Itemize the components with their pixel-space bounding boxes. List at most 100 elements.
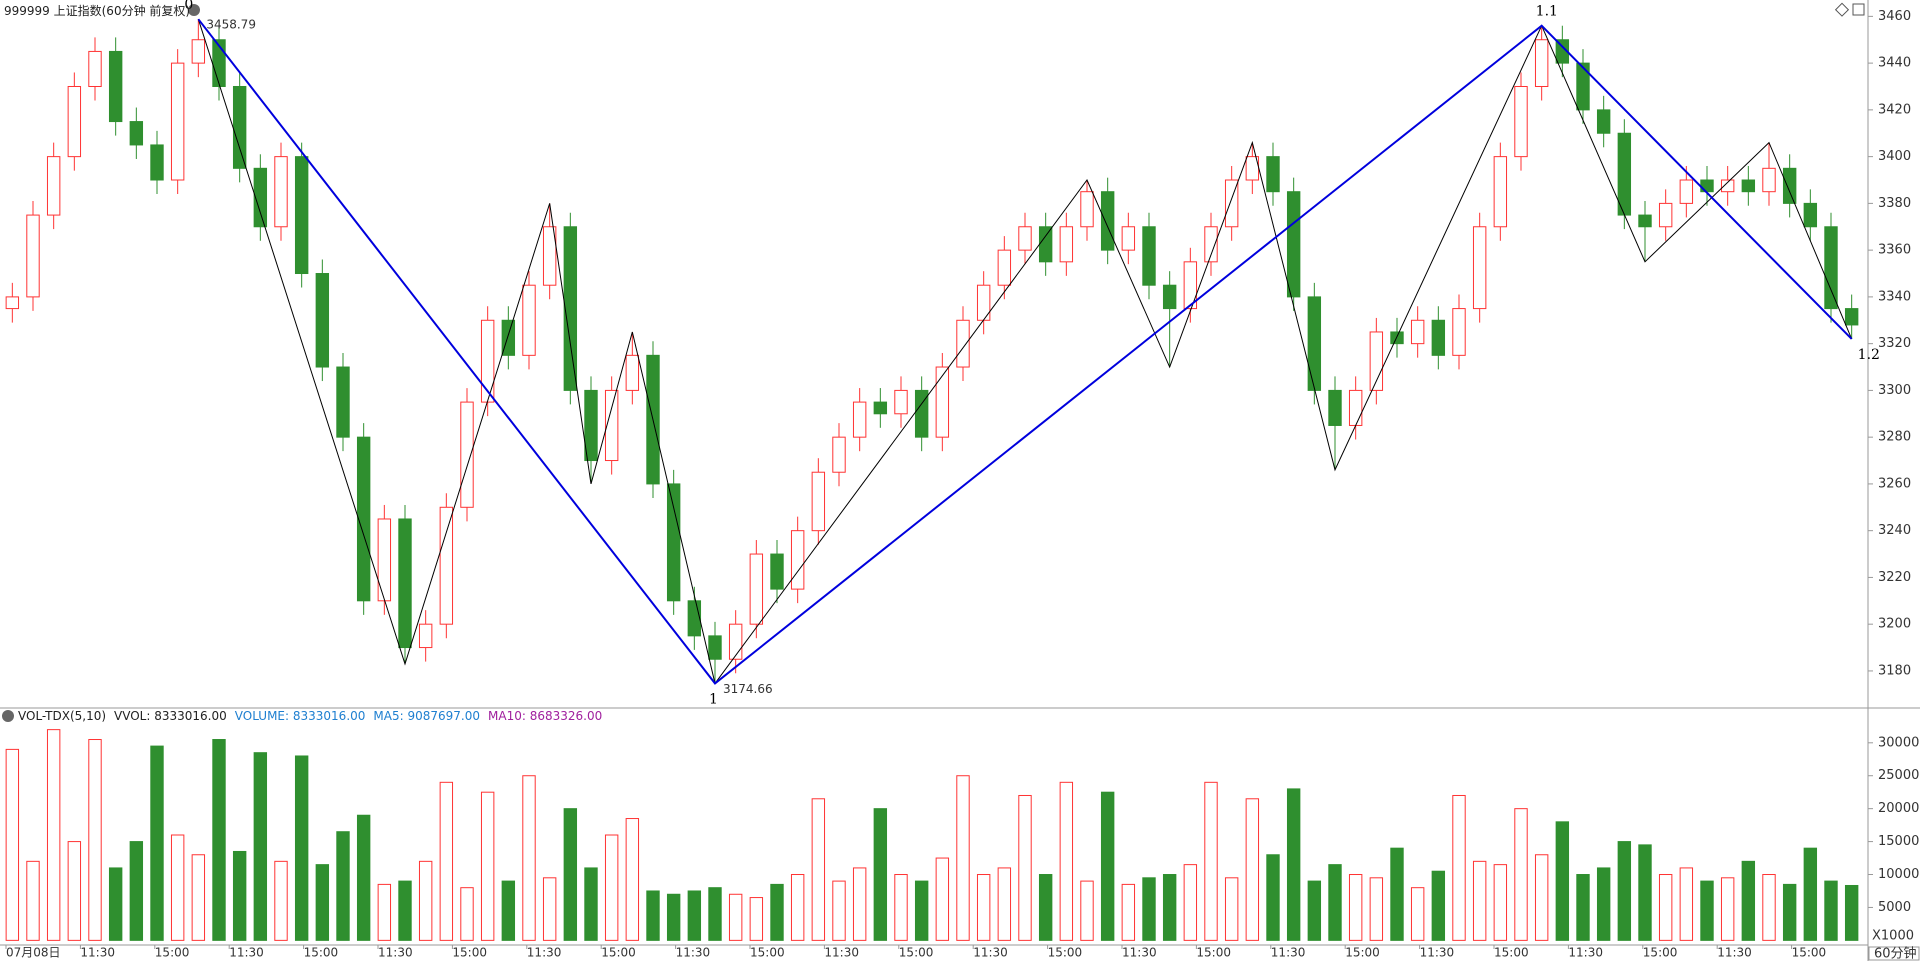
candle-body [1803,202,1818,228]
volume-bar [67,841,82,941]
candle-body [542,226,557,286]
volume-bar [1617,841,1632,941]
candle-body [377,518,392,602]
volume-bar [1844,884,1859,941]
volume-bar [1348,874,1363,941]
x-tick-label: 15:00 [1494,946,1529,960]
candle-body [232,85,247,169]
candle-body [1038,226,1053,263]
volume-bar [646,890,660,941]
candle-body [67,85,82,158]
volume-bar [1596,867,1611,941]
period-label: 60分钟 [1874,946,1917,961]
y-tick-label: 3180 [1878,663,1911,678]
candle-body [439,506,454,625]
candle-body [522,284,536,356]
y-tick-label: 3220 [1878,570,1911,585]
candle-body [170,62,185,181]
y-tick-label: 3360 [1878,243,1911,258]
volume-bar [790,874,805,941]
candle-body [1679,179,1694,204]
candle-body [501,319,516,356]
x-tick-label: 15:00 [1643,946,1678,960]
candle-body [88,50,102,87]
volume-bar [873,808,888,941]
x-tick-label: 11:30 [1420,946,1455,960]
candle-body [1100,191,1115,251]
x-tick-label: 11:30 [824,946,859,960]
candle-body [1617,132,1632,216]
volume-bar [1431,870,1446,941]
swing-line [197,19,1853,685]
candle-body [790,530,805,590]
candle-body [1369,331,1384,391]
volume-bar [687,890,702,941]
candle-body [1204,226,1218,263]
icon-diamond[interactable] [1834,2,1850,17]
x-tick-label: 15:00 [304,946,339,960]
candle-body [1121,226,1136,251]
x-tick-label: 11:30 [1568,946,1603,960]
dropdown-icon[interactable] [2,710,14,722]
candle-body [563,226,578,391]
candle-body [294,156,309,275]
candle-body [604,389,619,462]
x-tick-label: 11:30 [1717,946,1752,960]
volume-bar [1452,794,1466,941]
candle-body [1824,226,1838,310]
x-tick-label: 15:00 [750,946,785,960]
volume-bar [1824,880,1838,941]
candle-body [687,600,702,637]
candle-body [253,167,268,228]
ma10-text: MA10: 8683326.00 [488,709,603,723]
volume-bar [356,814,371,941]
candle-body [1183,261,1198,310]
volume-bar [501,880,516,941]
candle-body [1555,39,1570,64]
volume-bar [191,854,206,941]
volume-bar [1658,874,1673,941]
candle-body [728,623,743,660]
volume-bar [1224,877,1239,941]
candle-body [1059,226,1074,263]
y-tick-label: 3380 [1878,196,1911,211]
volume-bar [1204,781,1218,941]
candle-body [1493,156,1508,228]
volume-bar [914,880,929,941]
dropdown-icon[interactable] [188,4,200,16]
candle-body [1328,389,1342,426]
volume-bar [1493,864,1508,941]
volume-bar [398,880,412,941]
volume-bar [294,755,309,941]
volume-bar [811,798,826,941]
x-tick-label: 11:30 [378,946,413,960]
volume-bar [1266,854,1280,941]
volume-bar [1183,864,1198,941]
volume-bar [584,867,598,941]
x-tick-label: 15:00 [155,946,190,960]
volume-bar [1369,877,1384,941]
volume-bar [1245,798,1260,941]
y-tick-label: 3440 [1878,56,1911,71]
candle-body [5,296,20,310]
ma5-text: MA5: 9087697.00 [373,709,480,723]
candle-body [418,623,433,649]
volume-bar [46,729,61,941]
volume-bar [1307,880,1322,941]
y-tick-label: 3320 [1878,336,1911,351]
candle-body [1638,214,1652,228]
volume-bar [708,887,722,941]
candle-body [1720,179,1735,193]
candle-body [935,366,950,438]
x-tick-label: 11:30 [1122,946,1157,960]
volume-bar [976,874,991,941]
candle-body [1700,179,1714,193]
icon-window[interactable] [1852,3,1865,16]
volume-bar [212,739,226,941]
candle-body [1431,319,1446,356]
candle-body [108,50,123,123]
y-tick-label: 3260 [1878,476,1911,491]
candle-body [1472,226,1487,310]
volume-bar [480,791,495,941]
